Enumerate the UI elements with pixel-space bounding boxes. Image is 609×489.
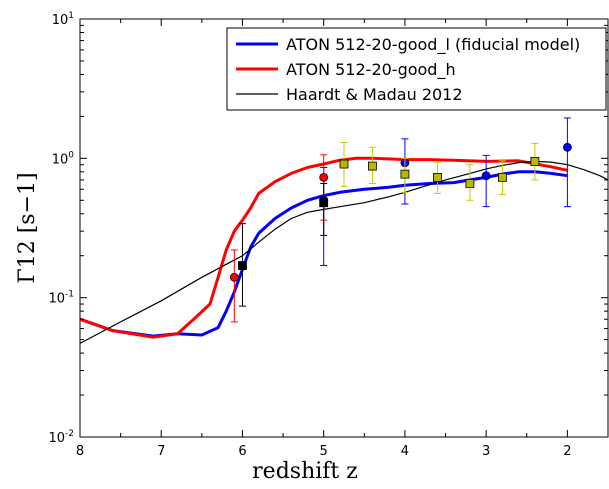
data-point-1-1 bbox=[319, 172, 329, 182]
x-axis-ticks: 8 7 6 5 4 3 2 bbox=[76, 19, 609, 459]
series-line-2 bbox=[79, 160, 609, 344]
legend-label-0: ATON 512-20-good_l (fiducial model) bbox=[286, 35, 580, 55]
legend-label-1: ATON 512-20-good_h bbox=[286, 60, 456, 80]
y-tick-label-base-1: 10 bbox=[48, 292, 65, 307]
y-axis-label: Γ12 [s−1] bbox=[15, 172, 40, 283]
x-tick-label-4: 4 bbox=[401, 444, 409, 459]
data-point-3-2 bbox=[400, 169, 410, 179]
y-tick-label-1: 10-1 bbox=[48, 290, 74, 307]
x-tick-label-1: 7 bbox=[157, 444, 165, 459]
data-point-3-0 bbox=[339, 159, 349, 169]
series-layer bbox=[79, 156, 609, 344]
y-tick-label-base-2: 10 bbox=[52, 152, 69, 167]
data-point-3-1 bbox=[368, 161, 377, 171]
series-line-1 bbox=[79, 156, 568, 339]
x-axis-label-text: redshift z bbox=[252, 459, 358, 484]
y-tick-label-exp-3: 1 bbox=[68, 11, 74, 21]
data-point-0-2 bbox=[481, 171, 491, 181]
x-tick-label-3: 5 bbox=[320, 444, 328, 459]
plot-area-frame bbox=[79, 18, 609, 438]
data-point-2-1 bbox=[319, 198, 329, 208]
x-tick-label-0: 8 bbox=[76, 444, 84, 459]
data-point-3-4 bbox=[465, 179, 475, 188]
y-tick-label-exp-2: 0 bbox=[68, 150, 74, 160]
series-line-0 bbox=[79, 170, 568, 338]
y-tick-label-base-3: 10 bbox=[52, 13, 69, 28]
y-tick-label-2: 100 bbox=[52, 150, 75, 167]
y-tick-label-exp-0: -2 bbox=[65, 429, 74, 439]
y-tick-label-3: 101 bbox=[52, 11, 74, 28]
legend-label-2: Haardt & Madau 2012 bbox=[286, 85, 463, 104]
data-point-3-6 bbox=[530, 157, 540, 166]
data-point-2-0 bbox=[238, 261, 247, 270]
legend: ATON 512-20-good_l (fiducial model) ATON … bbox=[226, 27, 607, 111]
x-tick-label-6: 2 bbox=[563, 444, 571, 459]
legend-box bbox=[226, 27, 607, 111]
x-tick-label-2: 6 bbox=[238, 444, 246, 459]
data-point-1-0 bbox=[229, 272, 239, 282]
x-axis-label: redshift z bbox=[252, 459, 358, 484]
data-point-0-3 bbox=[562, 142, 572, 152]
y-axis-label-text: Γ12 [s−1] bbox=[15, 172, 40, 283]
data-point-3-5 bbox=[497, 172, 507, 182]
data-point-3-3 bbox=[433, 172, 442, 182]
x-tick-label-5: 3 bbox=[482, 444, 490, 459]
y-tick-label-0: 10-2 bbox=[48, 429, 74, 446]
observations-layer bbox=[229, 117, 572, 323]
y-tick-label-base-0: 10 bbox=[48, 431, 65, 446]
y-tick-label-exp-1: -1 bbox=[65, 290, 74, 300]
